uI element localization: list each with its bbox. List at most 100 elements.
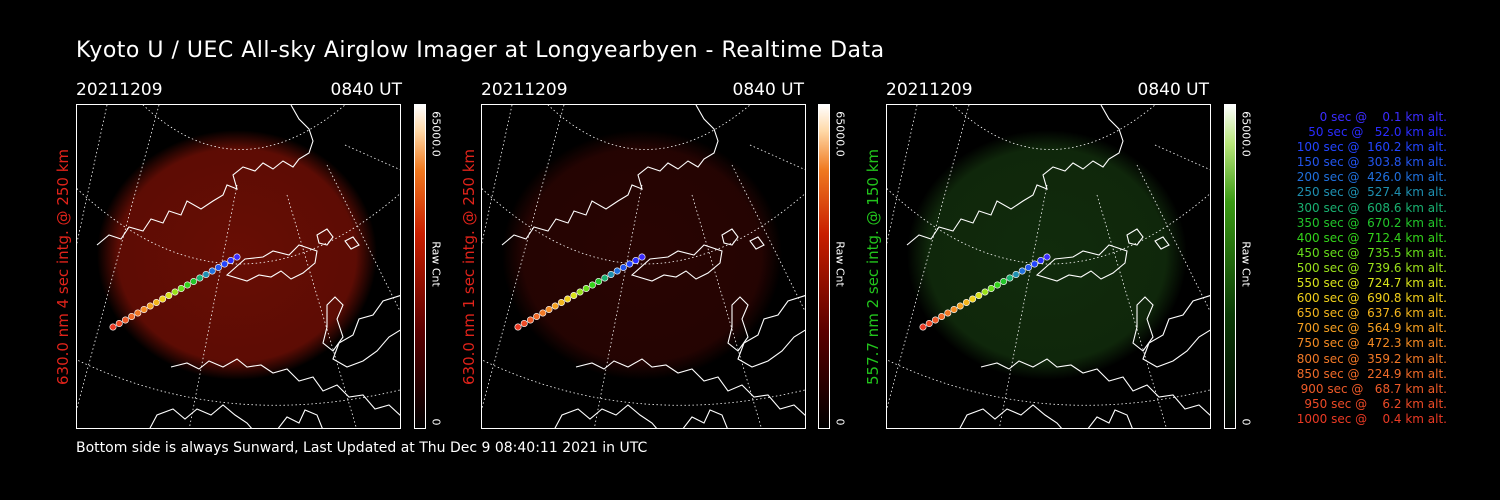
coastline: [575, 358, 805, 416]
satellite-track-point: [146, 302, 154, 310]
satellite-track-point: [1037, 257, 1045, 265]
satellite-track-point: [601, 274, 609, 282]
altitude-row: 850 sec @ 224.9 km alt.: [1292, 366, 1447, 381]
coastline: [1154, 236, 1170, 250]
lat-lon-gridline: [482, 105, 565, 410]
satellite-track-point: [944, 309, 952, 317]
satellite-track-point: [221, 260, 229, 268]
altitude-row: 500 sec @ 739.6 km alt.: [1292, 260, 1447, 275]
coastline: [980, 358, 1210, 416]
satellite-track-point: [626, 260, 634, 268]
satellite-track-point: [134, 309, 142, 317]
coastline: [749, 236, 765, 250]
panel-3-colorbar-labels: 65000.0 Raw Cnt 0: [1239, 111, 1253, 426]
satellite-track-point: [214, 264, 222, 272]
panel-1-time: 0840 UT: [330, 80, 403, 100]
lat-lon-gridline: [691, 194, 762, 428]
lat-lon-gridline: [188, 184, 238, 428]
coastline: [501, 105, 719, 246]
satellite-altitude-table: 0 sec @ 0.1 km alt. 50 sec @ 52.0 km alt…: [1262, 110, 1447, 427]
altitude-row: 600 sec @ 690.8 km alt.: [1292, 291, 1447, 306]
coastline: [554, 404, 658, 428]
satellite-track-point: [514, 323, 522, 331]
satellite-track-point: [1031, 260, 1039, 268]
coastline: [682, 409, 728, 428]
satellite-track-point: [177, 285, 185, 293]
satellite-track-point: [557, 299, 565, 307]
panel-1-colorbar-labels: 65000.0 Raw Cnt 0: [429, 111, 443, 426]
altitude-row: 900 sec @ 68.7 km alt.: [1296, 381, 1447, 396]
satellite-track-point: [613, 267, 621, 275]
coastline: [737, 295, 805, 368]
coastline: [1132, 296, 1154, 352]
coastline: [1087, 409, 1133, 428]
coastline: [1035, 244, 1128, 282]
satellite-track-point: [950, 306, 958, 314]
coastline: [149, 404, 253, 428]
satellite-track-point: [564, 295, 572, 303]
altitude-row: 700 sec @ 564.9 km alt.: [1292, 321, 1447, 336]
footer-status: Bottom side is always Sunward, Last Upda…: [76, 440, 648, 456]
satellite-track-point: [638, 253, 646, 261]
satellite-track-point: [632, 257, 640, 265]
satellite-track-point: [227, 257, 235, 265]
panel-2-allsky-image: [481, 104, 806, 429]
satellite-track-point: [919, 323, 927, 331]
lat-lon-gridline: [77, 105, 108, 245]
altitude-row: 550 sec @ 724.7 km alt.: [1292, 276, 1447, 291]
altitude-row: 50 sec @ 52.0 km alt.: [1300, 125, 1447, 140]
panel-3-allsky-image: [886, 104, 1211, 429]
satellite-track-point: [931, 316, 939, 324]
satellite-track-point: [533, 313, 541, 321]
altitude-row: 400 sec @ 712.4 km alt.: [1292, 230, 1447, 245]
allsky-map: [887, 105, 1210, 428]
panel-3-colorbar: [1224, 104, 1236, 429]
coastline: [332, 295, 400, 368]
lat-lon-gridline: [77, 105, 160, 410]
coastline: [277, 409, 323, 428]
satellite-track-point: [1018, 267, 1026, 275]
satellite-track-point: [576, 288, 584, 296]
panel-1-allsky-image: [76, 104, 401, 429]
panel-1-colorbar: [414, 104, 426, 429]
satellite-track-point: [1006, 274, 1014, 282]
satellite-track-point: [121, 316, 129, 324]
lat-lon-gridline: [593, 184, 643, 428]
satellite-track-point: [1043, 253, 1051, 261]
satellite-track-point: [1000, 278, 1008, 286]
lat-lon-gridline: [482, 359, 805, 406]
coastline: [96, 105, 314, 246]
satellite-track-point: [981, 288, 989, 296]
satellite-track-point: [128, 313, 136, 321]
coastline: [316, 228, 334, 246]
lat-lon-gridline: [482, 105, 513, 245]
lat-lon-gridline: [344, 144, 400, 171]
altitude-row: 1000 sec @ 0.4 km alt.: [1296, 411, 1447, 426]
satellite-track-point: [183, 281, 191, 289]
coastline: [1126, 228, 1144, 246]
lat-lon-gridline: [749, 144, 805, 171]
satellite-track-point: [190, 278, 198, 286]
satellite-track-point: [159, 295, 167, 303]
altitude-row: 150 sec @ 303.8 km alt.: [1292, 155, 1447, 170]
coastline: [1142, 295, 1210, 368]
coastline: [322, 296, 344, 352]
altitude-row: 200 sec @ 426.0 km alt.: [1292, 170, 1447, 185]
satellite-track-point: [545, 306, 553, 314]
satellite-track-point: [962, 299, 970, 307]
altitude-row: 450 sec @ 735.5 km alt.: [1292, 245, 1447, 260]
satellite-track-point: [1012, 271, 1020, 279]
satellite-track-point: [140, 306, 148, 314]
satellite-track-point: [619, 264, 627, 272]
satellite-track-point: [969, 295, 977, 303]
panel-1-channel-label: 630.0 nm 4 sec intg. @ 250 km: [54, 148, 72, 385]
satellite-track-point: [109, 323, 117, 331]
panel-2-colorbar-labels: 65000.0 Raw Cnt 0: [833, 111, 847, 426]
lat-lon-gridline: [1096, 194, 1167, 428]
satellite-track-point: [539, 309, 547, 317]
altitude-row: 100 sec @ 160.2 km alt.: [1292, 140, 1447, 155]
satellite-track-point: [196, 274, 204, 282]
lat-lon-gridline: [286, 194, 357, 428]
altitude-row: 250 sec @ 527.4 km alt.: [1292, 185, 1447, 200]
satellite-track-point: [956, 302, 964, 310]
